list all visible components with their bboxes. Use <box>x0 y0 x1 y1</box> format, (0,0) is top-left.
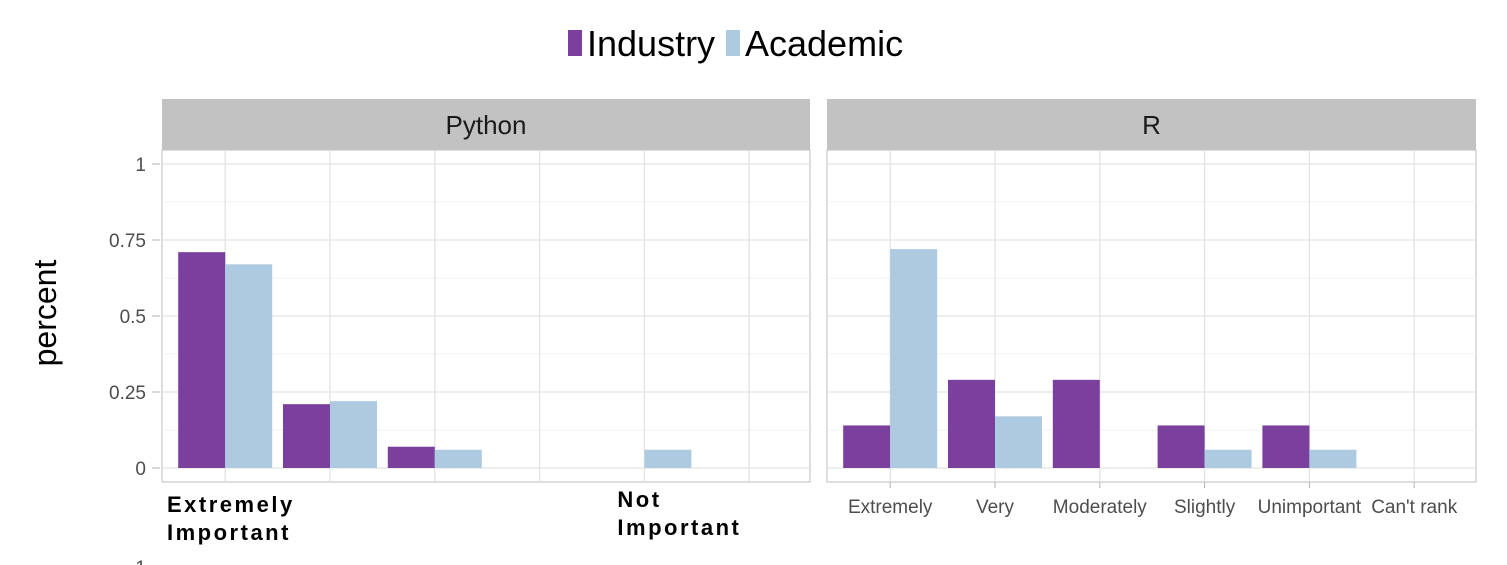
legend-key-industry <box>568 30 582 56</box>
legend-label-academic: Academic <box>745 23 903 64</box>
annotation-label: Not <box>617 487 661 512</box>
panel-r: R Extremely Very Moderately Slightly Unimport… <box>826 99 1477 518</box>
bar-industry <box>1157 425 1205 468</box>
y-tick-label: 0.75 <box>109 231 146 252</box>
bar-industry <box>843 425 891 468</box>
annotation-label: Extremely <box>167 492 295 517</box>
y-tick-label: 1 <box>135 155 146 176</box>
y-axis-title: percent <box>27 260 63 367</box>
y-tick-label: 0.25 <box>109 383 146 404</box>
facet-strip <box>162 99 810 150</box>
x-tick-label: Can't rank <box>1371 497 1458 518</box>
bar-academic <box>644 449 692 468</box>
annotation-label: Important <box>617 515 741 540</box>
x-tick-label: Moderately <box>1053 497 1147 518</box>
partial-tick-label: 1 <box>135 558 146 565</box>
bar-academic <box>225 264 273 468</box>
x-tick-label: Very <box>976 497 1015 518</box>
annotation-label: Important <box>167 520 291 545</box>
bar-academic <box>1309 449 1357 468</box>
y-tick-label: 0.5 <box>120 307 146 328</box>
bar-academic <box>330 401 377 468</box>
legend-key-academic <box>726 30 740 56</box>
bar-industry <box>1262 425 1310 468</box>
panel-python: Python Extremely Important Not Important <box>161 99 811 545</box>
bar-industry <box>387 446 435 468</box>
facet-strip-label: Python <box>446 110 527 140</box>
bar-academic <box>1204 449 1252 468</box>
y-tick-label: 0 <box>135 459 146 480</box>
facet-strip <box>827 99 1476 150</box>
bar-industry <box>283 404 330 468</box>
x-tick-label: Unimportant <box>1258 497 1362 518</box>
x-tick-label: Slightly <box>1174 497 1236 518</box>
bar-industry <box>178 252 226 468</box>
bar-academic <box>890 249 938 468</box>
bar-academic <box>434 449 482 468</box>
bar-industry <box>1052 379 1100 468</box>
x-tick-label: Extremely <box>848 497 933 518</box>
bar-academic <box>995 416 1042 468</box>
legend-label-industry: Industry <box>587 23 715 64</box>
facet-strip-label: R <box>1142 110 1161 140</box>
bar-industry <box>948 379 995 468</box>
